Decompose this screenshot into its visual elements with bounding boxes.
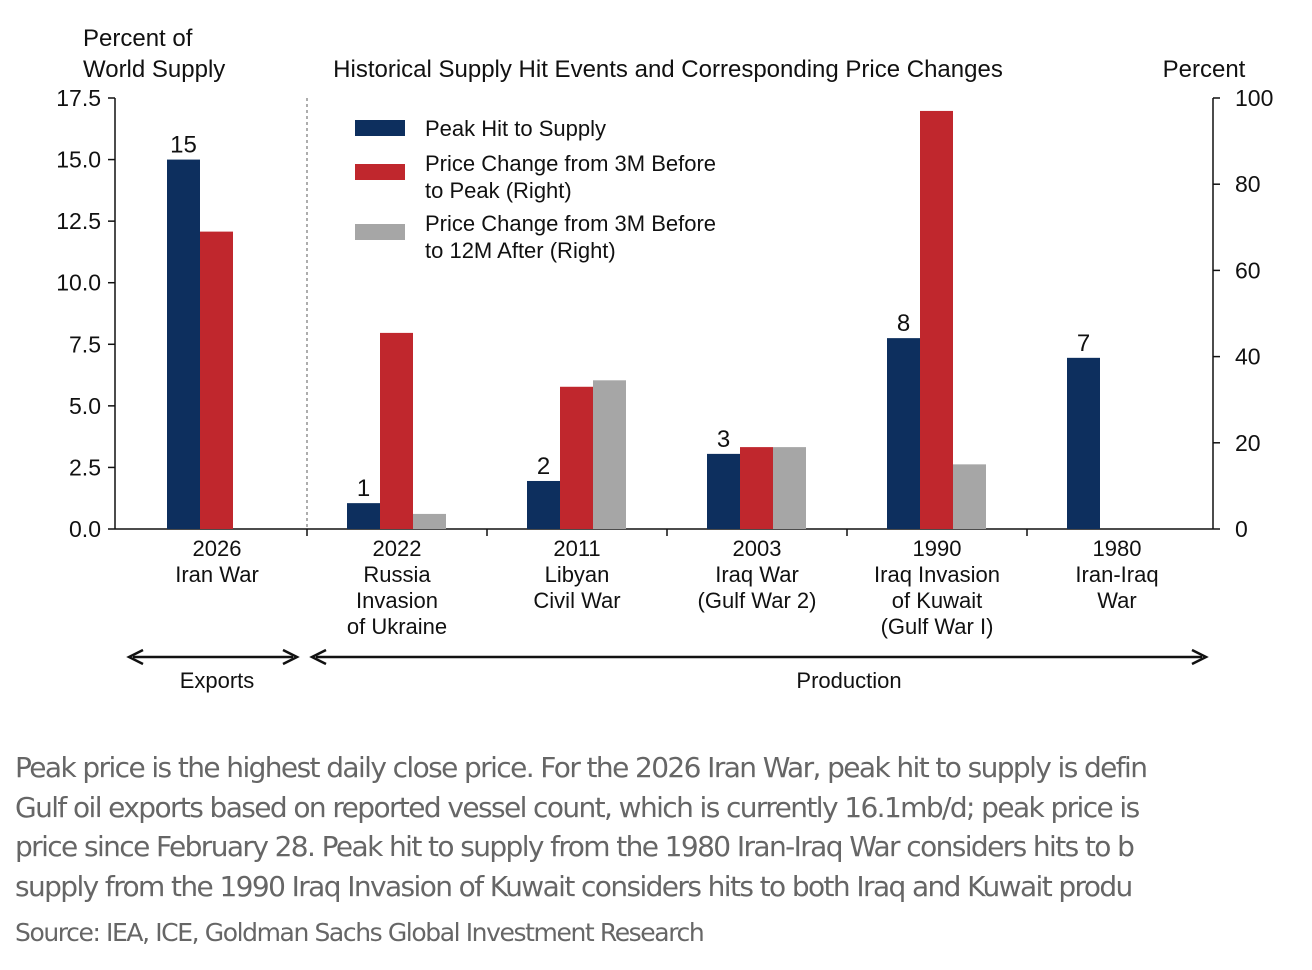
right-axis-title: Percent bbox=[1163, 56, 1246, 83]
category-label: Civil War bbox=[533, 588, 620, 613]
arrow-right-head bbox=[1191, 648, 1209, 666]
legend-swatch bbox=[355, 120, 405, 136]
category-label: Iraq Invasion bbox=[874, 562, 1000, 587]
legend-label: to 12M After (Right) bbox=[425, 238, 616, 263]
source-text: Source: IEA, ICE, Goldman Sachs Global I… bbox=[15, 918, 705, 947]
bar-0-5 bbox=[1067, 357, 1100, 529]
footnote: Peak price is the highest daily close pr… bbox=[15, 748, 1312, 947]
left-tick-label: 2.5 bbox=[69, 454, 101, 480]
category-label: Iraq War bbox=[715, 562, 799, 587]
note-line: supply from the 1990 Iraq Invasion of Ku… bbox=[15, 869, 1133, 903]
left-axis-title-1: Percent of bbox=[83, 25, 193, 52]
category-label: 2003 bbox=[733, 536, 782, 561]
category-label: Russia bbox=[363, 562, 431, 587]
category-label: 2022 bbox=[373, 536, 422, 561]
category-label: (Gulf War I) bbox=[881, 614, 994, 639]
arrow-right-head bbox=[282, 648, 300, 666]
left-tick-label: 17.5 bbox=[56, 85, 101, 111]
category-label: (Gulf War 2) bbox=[698, 588, 817, 613]
legend-label: to Peak (Right) bbox=[425, 178, 572, 203]
bar-2-2 bbox=[593, 380, 626, 529]
right-tick-label: 0 bbox=[1235, 516, 1248, 542]
bar-1-4 bbox=[920, 110, 953, 530]
right-tick-label: 20 bbox=[1235, 430, 1261, 456]
right-tick-label: 40 bbox=[1235, 344, 1261, 370]
bar-data-label: 8 bbox=[897, 310, 910, 337]
category-label: Libyan bbox=[545, 562, 610, 587]
category-label: 1990 bbox=[913, 536, 962, 561]
group-label: Production bbox=[796, 668, 901, 693]
category-label: Iran War bbox=[175, 562, 259, 587]
legend-label: Price Change from 3M Before bbox=[425, 211, 716, 236]
legend-label: Peak Hit to Supply bbox=[425, 116, 606, 141]
group-label: Exports bbox=[180, 668, 255, 693]
category-label: Iran-Iraq bbox=[1075, 562, 1158, 587]
bar-0-3 bbox=[707, 453, 740, 529]
category-label: of Kuwait bbox=[892, 588, 983, 613]
left-tick-label: 0.0 bbox=[69, 516, 101, 542]
category-label: 2011 bbox=[553, 536, 600, 561]
left-tick-label: 7.5 bbox=[69, 331, 101, 357]
note-line: Peak price is the highest daily close pr… bbox=[15, 751, 1148, 784]
bar-data-label: 2 bbox=[537, 453, 550, 480]
arrow-left-head bbox=[309, 648, 327, 666]
category-label: 1980 bbox=[1093, 536, 1142, 561]
legend-label: Price Change from 3M Before bbox=[425, 151, 716, 176]
category-label: 2026 bbox=[193, 536, 242, 561]
left-axis-title-2: World Supply bbox=[83, 56, 225, 83]
left-tick-label: 15.0 bbox=[56, 147, 101, 173]
bar-1-3 bbox=[740, 447, 773, 529]
note-line: Gulf oil exports based on reported vesse… bbox=[15, 790, 1140, 824]
right-tick-label: 80 bbox=[1235, 171, 1261, 197]
bar-1-1 bbox=[380, 332, 413, 529]
legend-swatch bbox=[355, 224, 405, 240]
category-label: Invasion bbox=[356, 588, 438, 613]
bar-0-1 bbox=[347, 503, 380, 529]
bar-2-4 bbox=[953, 464, 986, 529]
right-tick-label: 60 bbox=[1235, 257, 1261, 283]
category-label: War bbox=[1097, 588, 1137, 613]
note-line: price since February 28. Peak hit to sup… bbox=[15, 830, 1135, 863]
bar-data-label: 1 bbox=[357, 475, 370, 502]
bar-2-1 bbox=[413, 513, 446, 529]
chart-title: Historical Supply Hit Events and Corresp… bbox=[333, 56, 1003, 83]
bar-0-2 bbox=[527, 480, 560, 529]
right-tick-label: 100 bbox=[1235, 85, 1273, 111]
bar-data-label: 3 bbox=[717, 426, 730, 453]
bar-2-3 bbox=[773, 447, 806, 529]
arrow-left-head bbox=[126, 648, 144, 666]
bar-data-label: 15 bbox=[170, 132, 197, 159]
bar-1-2 bbox=[560, 386, 593, 529]
supply-price-chart: Percent of World Supply Historical Suppl… bbox=[56, 25, 1273, 693]
bar-0-4 bbox=[887, 338, 920, 529]
category-label: of Ukraine bbox=[347, 614, 447, 639]
left-tick-label: 10.0 bbox=[56, 270, 101, 296]
bar-1-0 bbox=[200, 231, 233, 530]
bar-data-label: 7 bbox=[1077, 330, 1090, 357]
legend-swatch bbox=[355, 164, 405, 180]
left-tick-label: 12.5 bbox=[56, 208, 101, 234]
bar-0-0 bbox=[167, 159, 200, 530]
left-tick-label: 5.0 bbox=[69, 393, 101, 419]
